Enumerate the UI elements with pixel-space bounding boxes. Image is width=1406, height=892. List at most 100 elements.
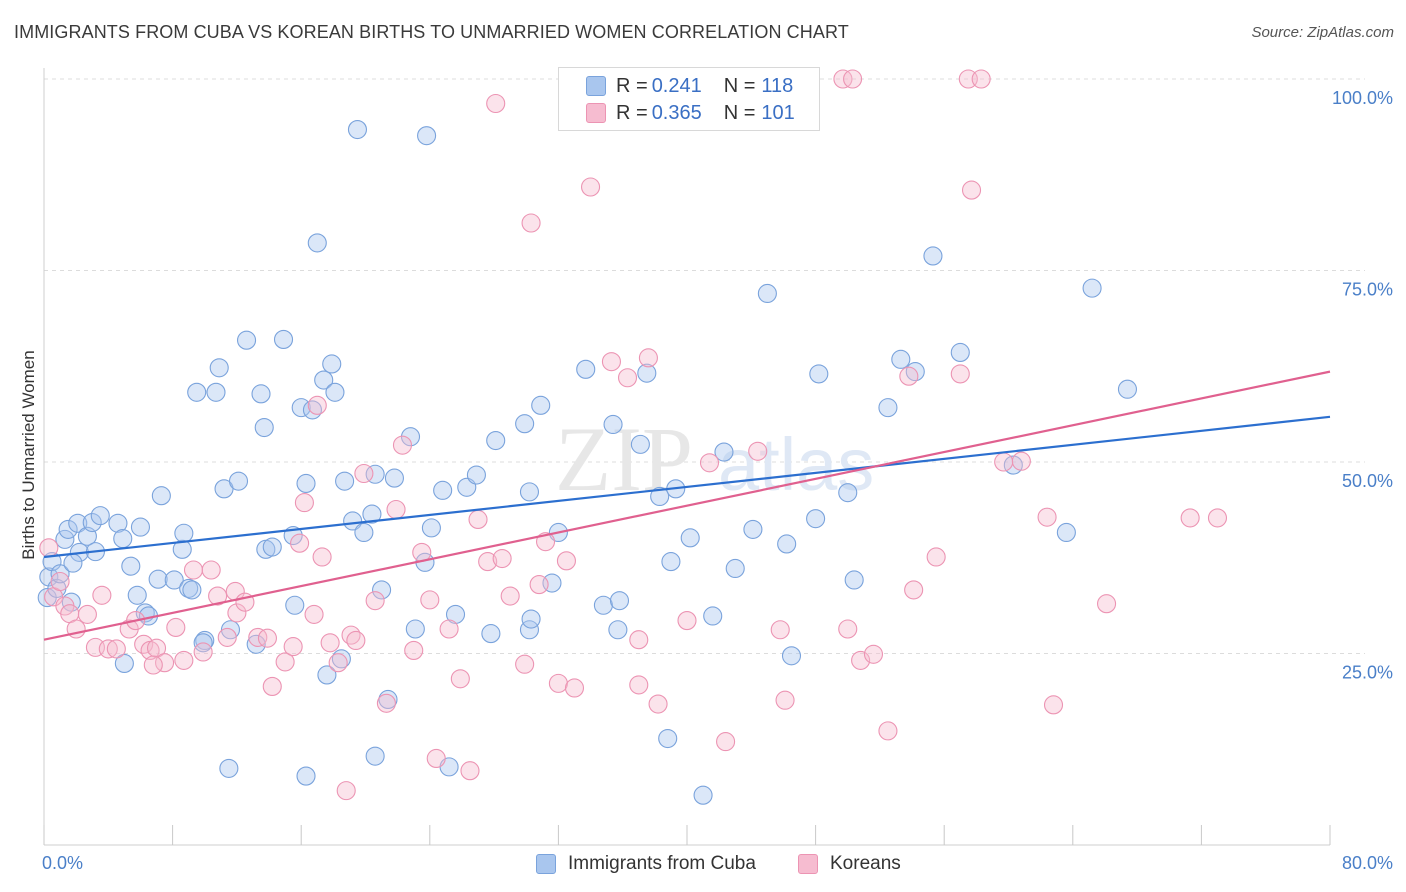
legend-swatch-pink xyxy=(586,103,606,123)
r-value: 0.241 xyxy=(651,74,702,97)
point-cuba xyxy=(372,580,392,600)
point-koreans xyxy=(994,452,1014,472)
point-cuba xyxy=(521,609,541,629)
point-koreans xyxy=(863,644,884,664)
point-cuba xyxy=(1082,278,1102,298)
point-koreans xyxy=(629,675,649,695)
point-cuba xyxy=(113,529,133,549)
point-koreans xyxy=(468,509,488,530)
point-koreans xyxy=(926,547,946,567)
legend-swatch-blue xyxy=(536,854,556,874)
point-koreans xyxy=(521,213,541,233)
point-cuba xyxy=(433,480,453,500)
point-cuba xyxy=(164,570,184,590)
n-label: N = xyxy=(723,74,756,97)
point-koreans xyxy=(39,538,59,558)
point-cuba xyxy=(127,585,147,605)
point-koreans xyxy=(106,639,126,659)
point-cuba xyxy=(63,553,83,573)
y-tick-label: 25.0% xyxy=(1342,663,1393,683)
legend-item-cuba[interactable]: Immigrants from Cuba xyxy=(536,852,756,876)
point-koreans xyxy=(677,611,697,631)
x-tick-max: 80.0% xyxy=(1342,853,1393,873)
point-koreans xyxy=(486,93,506,114)
point-koreans xyxy=(439,619,459,639)
point-cuba xyxy=(121,556,141,576)
point-cuba xyxy=(296,766,316,786)
point-koreans xyxy=(98,639,118,659)
point-cuba xyxy=(757,283,777,304)
point-cuba xyxy=(806,509,826,529)
point-cuba xyxy=(1117,379,1138,399)
point-cuba xyxy=(703,606,723,626)
point-koreans xyxy=(155,653,175,673)
point-cuba xyxy=(891,349,911,369)
point-cuba xyxy=(179,578,199,598)
point-cuba xyxy=(296,473,316,493)
point-koreans xyxy=(699,453,720,473)
point-cuba xyxy=(307,233,327,253)
point-koreans xyxy=(404,640,424,660)
stats-legend: R = 0.241 N = 118 R = 0.365 N = 101 xyxy=(558,67,820,131)
point-koreans xyxy=(1011,451,1031,471)
point-koreans xyxy=(629,630,649,650)
point-cuba xyxy=(693,785,713,805)
point-cuba xyxy=(365,746,385,766)
point-koreans xyxy=(420,590,440,610)
point-cuba xyxy=(1056,522,1076,543)
point-koreans xyxy=(275,652,295,672)
point-cuba xyxy=(714,442,734,462)
point-koreans xyxy=(283,637,303,657)
r-label: R = xyxy=(616,74,648,97)
point-cuba xyxy=(335,471,355,491)
point-koreans xyxy=(227,603,247,623)
point-koreans xyxy=(217,627,237,647)
point-cuba xyxy=(206,382,226,402)
point-koreans xyxy=(1043,695,1064,715)
point-koreans xyxy=(564,678,585,698)
point-cuba xyxy=(630,434,650,454)
trendline-koreans xyxy=(43,370,1331,641)
legend-item-koreans[interactable]: Koreans xyxy=(798,852,901,876)
point-koreans xyxy=(961,180,982,200)
point-koreans xyxy=(450,669,470,689)
point-koreans xyxy=(328,653,348,673)
point-cuba xyxy=(68,513,88,533)
point-koreans xyxy=(1037,507,1057,527)
point-koreans xyxy=(580,177,601,197)
point-koreans xyxy=(386,499,406,520)
point-koreans xyxy=(320,633,340,653)
point-cuba xyxy=(317,665,337,685)
point-cuba xyxy=(637,363,657,383)
r-value: 0.365 xyxy=(651,101,702,124)
point-cuba xyxy=(322,354,342,374)
legend-swatch-pink xyxy=(798,854,818,874)
point-cuba xyxy=(90,506,110,526)
point-cuba xyxy=(844,570,864,590)
point-koreans xyxy=(166,617,186,638)
legend-swatch-blue xyxy=(586,76,606,96)
point-koreans xyxy=(950,364,970,384)
point-cuba xyxy=(130,517,150,537)
point-cuba xyxy=(331,649,351,669)
point-cuba xyxy=(405,619,425,639)
point-koreans xyxy=(346,630,366,651)
point-koreans xyxy=(515,654,535,674)
point-cuba xyxy=(254,417,274,438)
point-cuba xyxy=(661,552,681,572)
point-koreans xyxy=(1097,594,1117,614)
point-koreans xyxy=(1180,508,1200,528)
point-koreans xyxy=(775,690,795,710)
point-cuba xyxy=(50,564,70,584)
point-cuba xyxy=(291,398,311,418)
point-koreans xyxy=(716,732,736,752)
point-cuba xyxy=(486,431,506,451)
trendline-cuba xyxy=(43,415,1331,559)
point-cuba xyxy=(354,522,374,543)
point-koreans xyxy=(748,441,768,461)
point-koreans xyxy=(770,620,790,640)
n-label: N = xyxy=(723,101,756,124)
point-cuba xyxy=(950,342,970,363)
watermark-atlas: atlas xyxy=(718,423,874,506)
